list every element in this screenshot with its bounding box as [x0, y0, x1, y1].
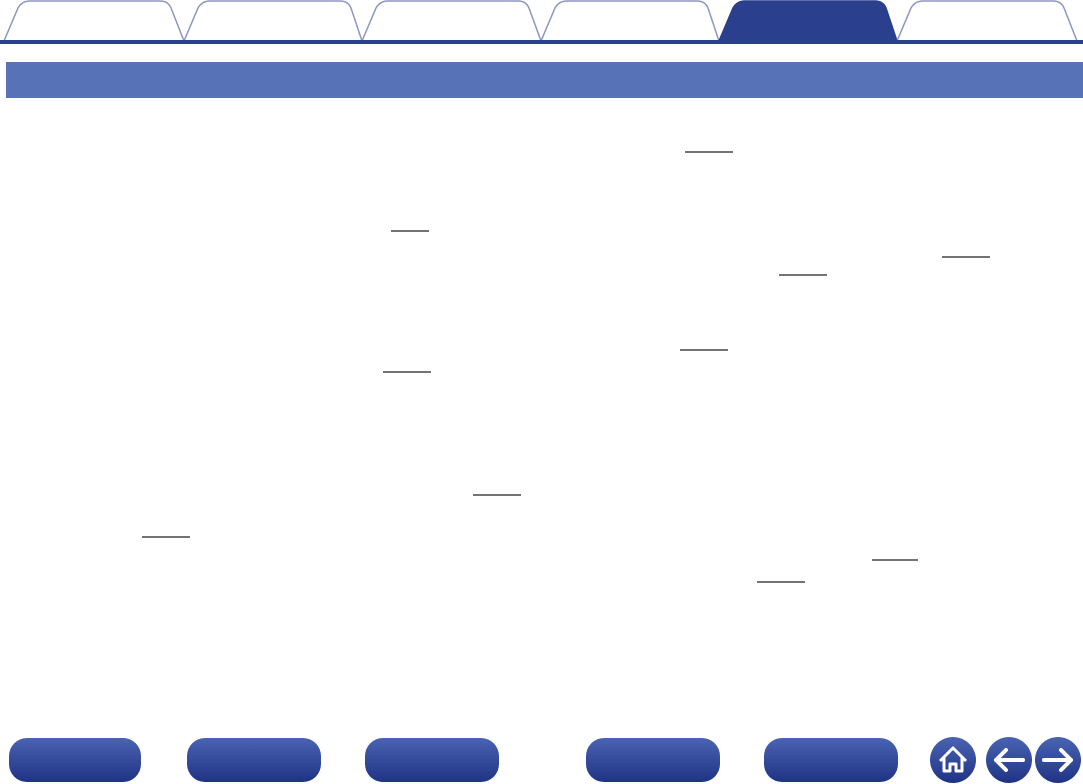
tab-bar [0, 0, 1083, 44]
tab[interactable] [539, 0, 721, 42]
nav-button[interactable] [187, 738, 321, 782]
home-circle [930, 737, 976, 783]
nav-button[interactable] [586, 738, 720, 782]
forward-button[interactable] [1035, 737, 1081, 783]
tab-active[interactable] [717, 0, 899, 42]
tab[interactable] [360, 0, 543, 42]
home-button[interactable] [930, 737, 976, 783]
section-header [6, 62, 1083, 98]
nav-button[interactable] [9, 738, 141, 782]
back-button[interactable] [986, 737, 1032, 783]
bottom-nav [9, 737, 1081, 783]
tab-underline [0, 40, 1083, 44]
nav-button[interactable] [764, 738, 898, 782]
tab[interactable] [895, 0, 1079, 42]
tab[interactable] [2, 0, 186, 42]
tab[interactable] [182, 0, 364, 42]
home-icon [938, 746, 968, 773]
forward-icon [1042, 748, 1073, 772]
links [142, 151, 990, 583]
back-icon [994, 748, 1025, 772]
nav-button[interactable] [365, 738, 499, 782]
